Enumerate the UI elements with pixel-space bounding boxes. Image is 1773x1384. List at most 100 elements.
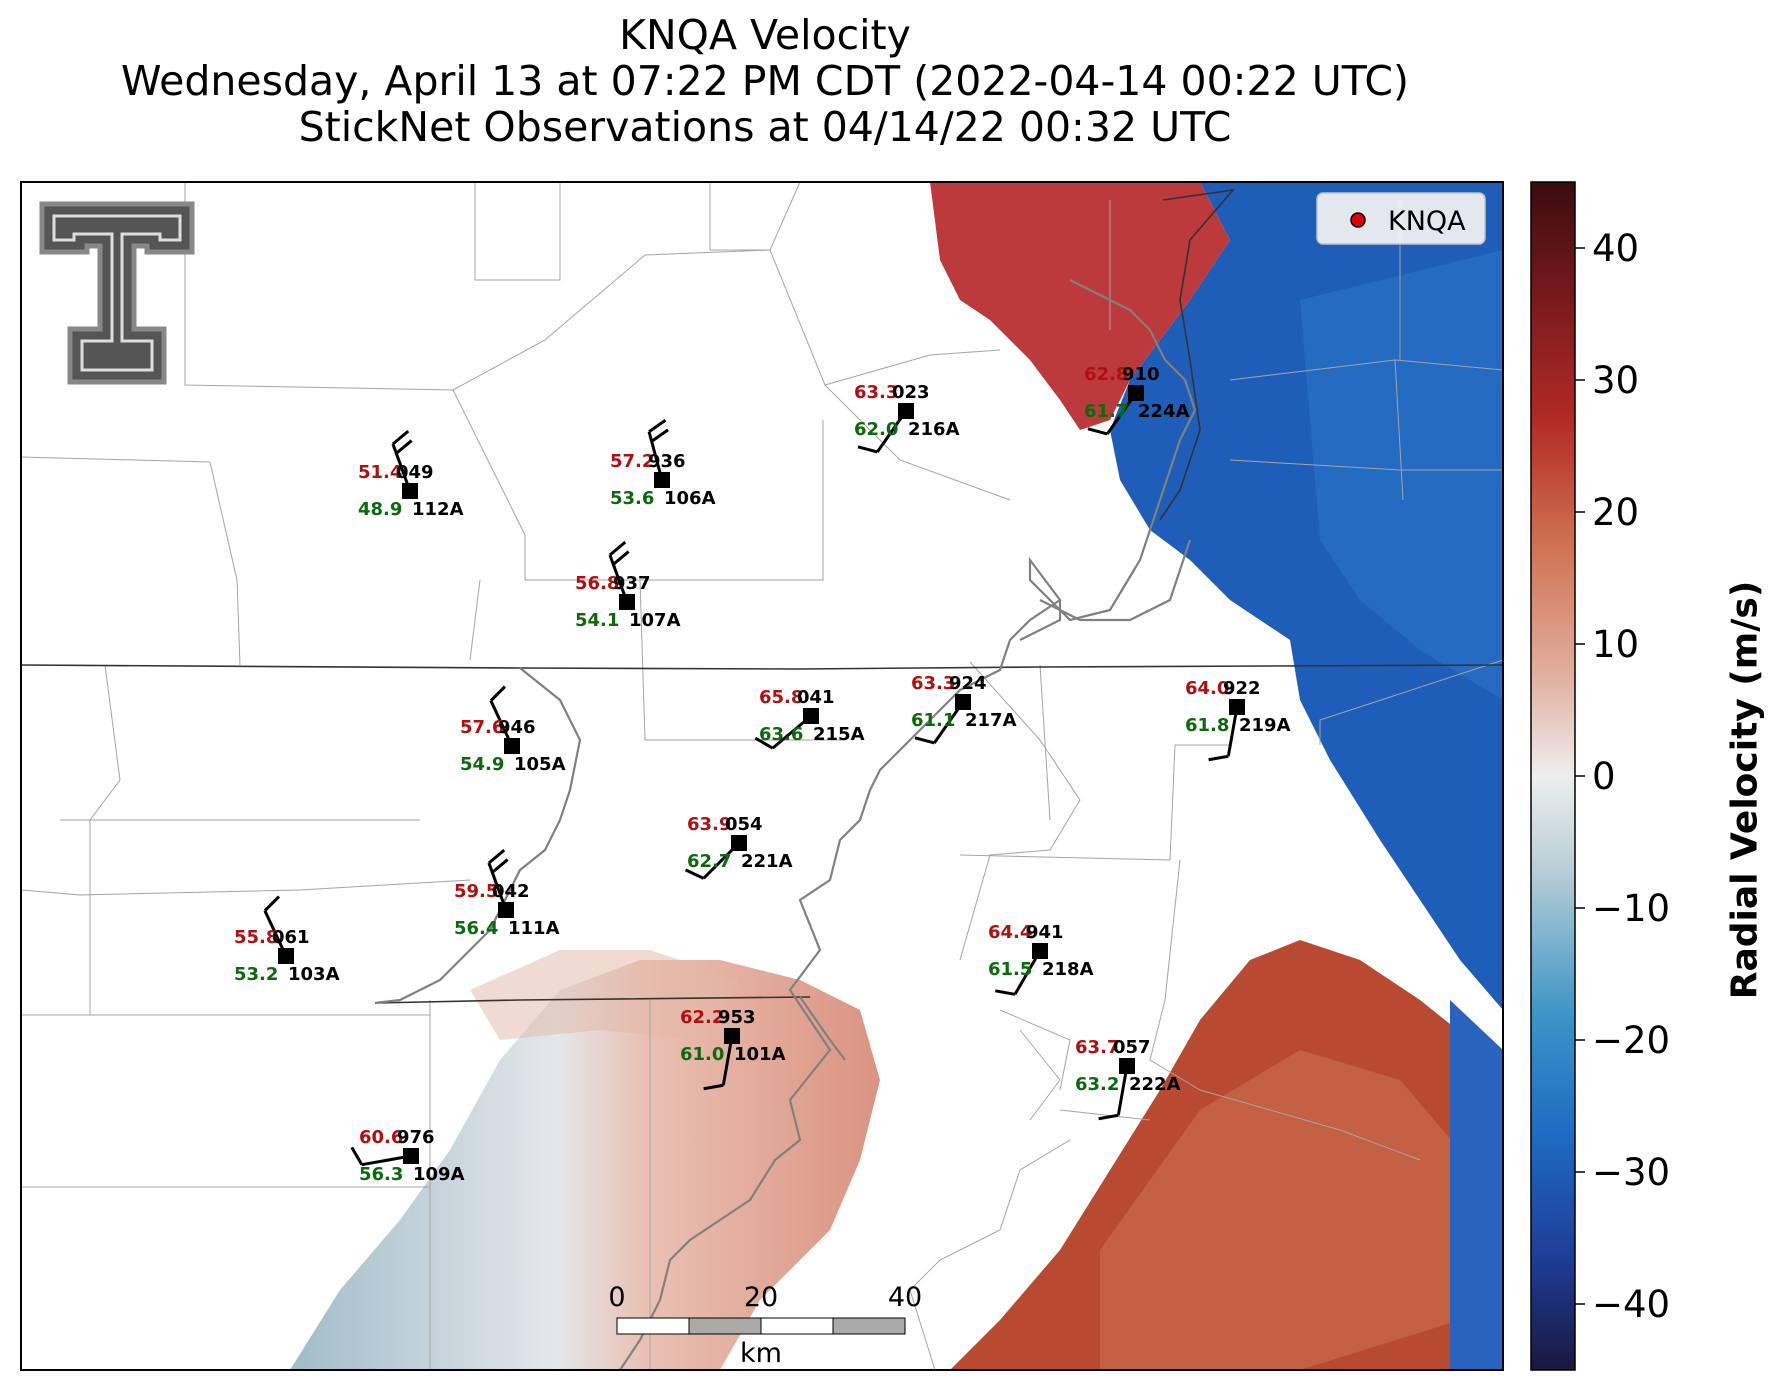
station-number: 049 (396, 462, 434, 483)
radar-site-marker-icon (1350, 212, 1366, 228)
station-dewpoint: 56.4 (454, 918, 498, 939)
colorbar-tick-label: −30 (1592, 1151, 1670, 1194)
station-id: 101A (734, 1044, 786, 1065)
station-marker (402, 483, 418, 499)
title-line-1: KNQA Velocity (619, 11, 911, 59)
station-temperature: 64.0 (1185, 678, 1229, 699)
station-number: 057 (1113, 1037, 1151, 1058)
title-line-3: StickNet Observations at 04/14/22 00:32 … (298, 103, 1232, 151)
river-lines (374, 279, 1197, 1370)
wind-barb-staff (1116, 1065, 1129, 1116)
wind-barb-flag (1098, 1113, 1119, 1121)
wind-barb-flag (395, 439, 413, 455)
station-dewpoint: 61.7 (1084, 401, 1128, 422)
scale-bar: 0 20 40 km (608, 1282, 922, 1369)
station-marker (1032, 943, 1048, 959)
colorbar-tick-label: 40 (1592, 227, 1639, 270)
colorbar: 40 30 20 10 0 −10 −20 −30 −40 (1530, 181, 1670, 1371)
station-number: 042 (492, 881, 530, 902)
station-dewpoint: 54.1 (575, 610, 619, 631)
station-temperature: 56.8 (575, 573, 619, 594)
station-dewpoint: 54.9 (460, 754, 504, 775)
station-id: 224A (1138, 401, 1190, 422)
station-id: 107A (629, 610, 681, 631)
colorbar-ramp (1530, 181, 1576, 1371)
county-lines (21, 182, 1503, 1370)
station-temperature: 55.8 (234, 927, 278, 948)
wind-barb-flag (489, 685, 507, 702)
station-marker (654, 472, 670, 488)
station-dewpoint: 61.1 (911, 710, 955, 731)
double-t-logo-icon (39, 201, 195, 385)
scale-unit: km (740, 1338, 782, 1369)
station-temperature: 63.7 (1075, 1037, 1119, 1058)
station-id: 221A (741, 851, 793, 872)
station-marker (724, 1028, 740, 1044)
station-marker (1128, 385, 1144, 401)
station-number: 910 (1122, 364, 1160, 385)
wind-barb-flag (1208, 754, 1229, 762)
station-temperature: 57.2 (610, 451, 654, 472)
wind-barb-staff (721, 1035, 734, 1086)
wind-barb-flag (263, 895, 281, 912)
station-temperature: 60.6 (359, 1127, 403, 1148)
station-marker (955, 694, 971, 710)
station-number: 976 (397, 1127, 435, 1148)
wind-barb-staff (361, 1154, 412, 1167)
colorbar-tick-label: −40 (1592, 1283, 1670, 1326)
wind-barb-staff (1226, 706, 1239, 757)
station-id: 103A (288, 964, 340, 985)
station-marker (498, 902, 514, 918)
colorbar-tick-label: −10 (1592, 887, 1670, 930)
station-id: 109A (413, 1164, 465, 1185)
scale-tick-20: 20 (744, 1282, 778, 1313)
station-id: 217A (965, 710, 1017, 731)
station-number: 946 (498, 717, 536, 738)
station-marker (504, 738, 520, 754)
colorbar-tick-label: 0 (1592, 755, 1616, 798)
station-number: 922 (1223, 678, 1261, 699)
station-dewpoint: 63.2 (1075, 1074, 1119, 1095)
station-dewpoint: 62.0 (854, 419, 898, 440)
station-temperature: 63.3 (911, 673, 955, 694)
wind-barb-flag (487, 849, 506, 865)
station-temperature: 63.9 (687, 814, 731, 835)
station-number: 061 (272, 927, 310, 948)
wind-barb-flag (608, 541, 627, 557)
station-temperature: 59.5 (454, 881, 498, 902)
station-dewpoint: 62.7 (687, 851, 731, 872)
station-number: 936 (648, 451, 686, 472)
velocity-field (290, 182, 1503, 1370)
station-dewpoint: 61.8 (1185, 715, 1229, 736)
wind-barb-flag (391, 430, 410, 446)
station-dewpoint: 63.6 (759, 724, 803, 745)
station-number: 054 (725, 814, 763, 835)
wind-barb-flag (1087, 427, 1108, 436)
station-temperature: 64.4 (988, 922, 1032, 943)
station-temperature: 62.2 (680, 1007, 724, 1028)
colorbar-label: Radial Velocity (m/s) (1724, 580, 1766, 1000)
station-temperature: 62.8 (1084, 364, 1128, 385)
station-marker (278, 948, 294, 964)
colorbar-tick-label: −20 (1592, 1019, 1670, 1062)
station-marker (803, 708, 819, 724)
station-dewpoint: 53.2 (234, 964, 278, 985)
